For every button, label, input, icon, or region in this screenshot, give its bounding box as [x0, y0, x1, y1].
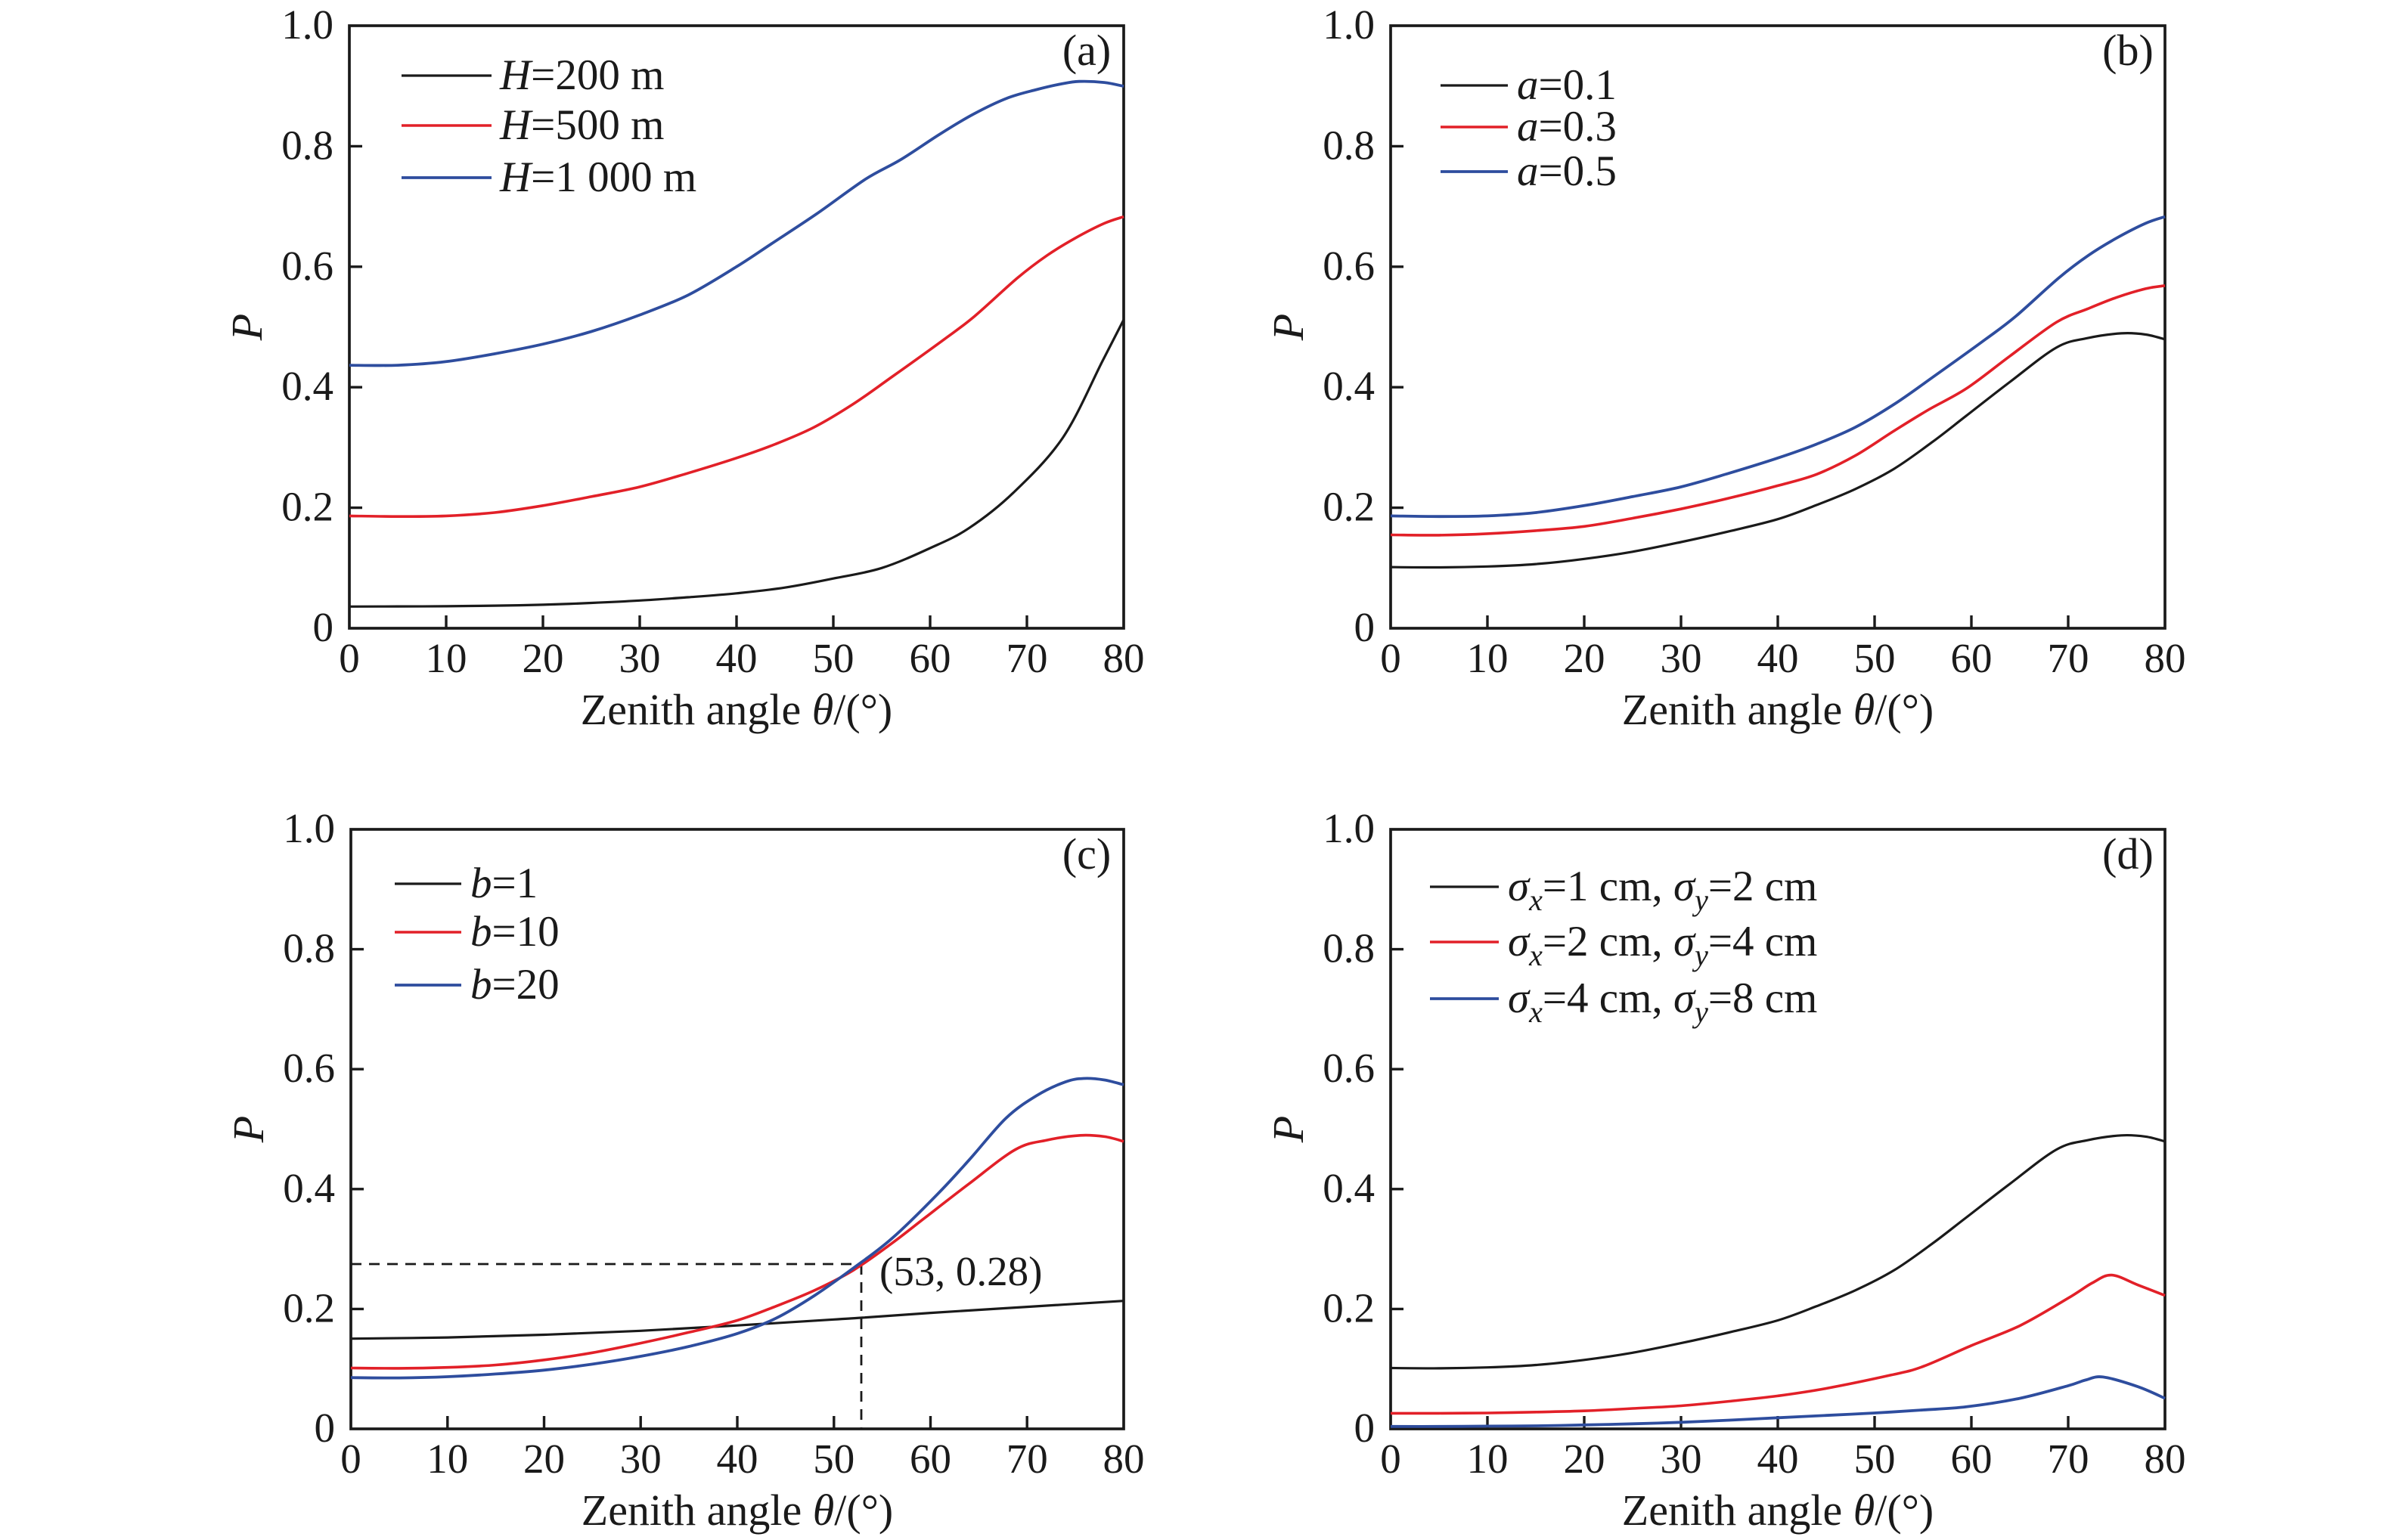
svg-text:0.8: 0.8 [1323, 925, 1375, 971]
svg-text:b=10: b=10 [470, 908, 560, 956]
svg-text:b=20: b=20 [470, 961, 560, 1009]
svg-text:0.2: 0.2 [283, 1284, 335, 1331]
svg-text:20: 20 [1564, 1436, 1605, 1482]
svg-text:0: 0 [339, 635, 360, 681]
svg-text:(53, 0.28): (53, 0.28) [879, 1248, 1042, 1294]
svg-text:30: 30 [620, 1436, 662, 1482]
svg-text:80: 80 [2145, 635, 2186, 681]
svg-text:(c): (c) [1062, 829, 1111, 878]
svg-text:0: 0 [1380, 635, 1401, 681]
svg-text:10: 10 [426, 635, 467, 681]
svg-text:0.4: 0.4 [1323, 1165, 1375, 1211]
svg-text:40: 40 [716, 635, 758, 681]
svg-text:20: 20 [523, 635, 564, 681]
svg-text:30: 30 [619, 635, 661, 681]
svg-text:50: 50 [1854, 635, 1896, 681]
svg-text:Zenith angle θ/(°): Zenith angle θ/(°) [1622, 1486, 1934, 1535]
svg-text:1.0: 1.0 [1323, 805, 1375, 851]
svg-text:0.4: 0.4 [1323, 363, 1375, 409]
svg-text:60: 60 [910, 1436, 951, 1482]
svg-text:0.6: 0.6 [281, 243, 333, 289]
svg-text:10: 10 [1467, 635, 1509, 681]
svg-text:0.8: 0.8 [281, 122, 333, 168]
svg-text:σx=4 cm, σy=8 cm: σx=4 cm, σy=8 cm [1508, 975, 1817, 1029]
svg-text:40: 40 [1757, 1436, 1799, 1482]
svg-text:H=500 m: H=500 m [499, 101, 664, 149]
svg-text:0.4: 0.4 [281, 363, 333, 409]
svg-text:80: 80 [1103, 635, 1145, 681]
svg-text:50: 50 [813, 635, 854, 681]
svg-text:20: 20 [1564, 635, 1605, 681]
svg-text:0: 0 [313, 604, 334, 650]
svg-text:0: 0 [315, 1405, 336, 1451]
svg-text:H=1 000 m: H=1 000 m [499, 153, 696, 201]
svg-text:a=0.5: a=0.5 [1517, 147, 1617, 195]
svg-text:0: 0 [1380, 1436, 1401, 1482]
svg-text:H=200 m: H=200 m [499, 51, 664, 99]
svg-text:0.2: 0.2 [281, 484, 333, 530]
svg-text:1.0: 1.0 [1323, 2, 1375, 48]
svg-text:P: P [224, 1116, 273, 1143]
svg-text:0.4: 0.4 [283, 1165, 335, 1211]
svg-text:(a): (a) [1062, 26, 1111, 75]
svg-text:0.6: 0.6 [1323, 243, 1375, 289]
svg-text:50: 50 [813, 1436, 854, 1482]
svg-text:0: 0 [340, 1436, 361, 1482]
svg-text:20: 20 [523, 1436, 565, 1482]
svg-text:(b): (b) [2102, 26, 2154, 75]
svg-text:70: 70 [1006, 1436, 1048, 1482]
svg-text:70: 70 [2048, 635, 2089, 681]
svg-text:80: 80 [2145, 1436, 2186, 1482]
svg-text:50: 50 [1854, 1436, 1896, 1482]
svg-text:60: 60 [1951, 635, 1993, 681]
svg-text:60: 60 [910, 635, 951, 681]
svg-text:σx=1 cm, σy=2 cm: σx=1 cm, σy=2 cm [1508, 863, 1817, 917]
svg-text:0: 0 [1354, 604, 1376, 650]
svg-text:a=0.3: a=0.3 [1517, 103, 1617, 150]
svg-text:10: 10 [426, 1436, 468, 1482]
svg-text:0.6: 0.6 [1323, 1045, 1375, 1091]
svg-text:a=0.1: a=0.1 [1517, 61, 1617, 109]
svg-text:0.6: 0.6 [283, 1045, 335, 1091]
svg-text:70: 70 [1006, 635, 1048, 681]
svg-text:σx=2 cm, σy=4 cm: σx=2 cm, σy=4 cm [1508, 918, 1817, 972]
svg-text:30: 30 [1661, 1436, 1702, 1482]
svg-text:0.8: 0.8 [1323, 122, 1375, 168]
svg-text:(d): (d) [2102, 829, 2154, 878]
svg-text:10: 10 [1467, 1436, 1509, 1482]
svg-text:Zenith angle θ/(°): Zenith angle θ/(°) [1622, 685, 1934, 734]
svg-text:P: P [1264, 314, 1313, 341]
svg-text:40: 40 [717, 1436, 758, 1482]
svg-text:0.2: 0.2 [1323, 484, 1375, 530]
svg-text:80: 80 [1103, 1436, 1145, 1482]
svg-text:0.2: 0.2 [1323, 1284, 1375, 1331]
svg-text:Zenith angle θ/(°): Zenith angle θ/(°) [582, 1486, 893, 1535]
svg-text:1.0: 1.0 [281, 2, 333, 48]
svg-text:0.8: 0.8 [283, 925, 335, 971]
svg-text:40: 40 [1757, 635, 1799, 681]
svg-text:0: 0 [1354, 1405, 1376, 1451]
svg-text:P: P [1264, 1116, 1313, 1143]
svg-text:70: 70 [2048, 1436, 2089, 1482]
svg-text:60: 60 [1951, 1436, 1993, 1482]
svg-text:Zenith angle θ/(°): Zenith angle θ/(°) [581, 685, 892, 734]
svg-text:30: 30 [1661, 635, 1702, 681]
svg-text:P: P [222, 314, 271, 341]
svg-text:b=1: b=1 [470, 860, 538, 907]
svg-text:1.0: 1.0 [283, 805, 335, 851]
